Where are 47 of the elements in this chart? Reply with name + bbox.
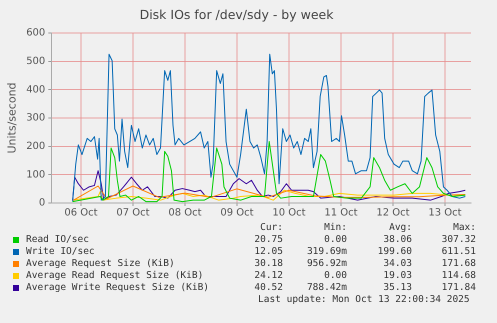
text: 199.60	[378, 246, 412, 257]
text: 0.00	[324, 234, 347, 245]
x-tick-label: 08 Oct	[168, 208, 202, 219]
text: 30.18	[253, 258, 283, 270]
text: 114.68	[442, 270, 476, 281]
text: 40.52	[253, 282, 283, 294]
legend-label: Write IO/sec	[26, 246, 95, 258]
y-tick-label: 200	[26, 140, 46, 152]
y-tick-label: 0	[38, 198, 46, 209]
text: 38.06	[383, 234, 412, 245]
legend-label: Average Write Request Size (KiB)	[26, 282, 210, 294]
x-tick-label: 10 Oct	[272, 208, 306, 219]
text: 35.13	[383, 282, 412, 293]
y-tick-label: 300	[26, 112, 46, 124]
text: 956.92m	[306, 258, 347, 269]
text: 19.03	[383, 270, 412, 281]
legend-label: Average Read Request Size (KiB)	[26, 270, 204, 282]
text: 20.75	[253, 234, 283, 246]
x-tick-label: 11 Oct	[324, 208, 358, 219]
chart-title: Disk IOs for /dev/sdy - by week	[140, 6, 334, 22]
x-tick-label: 07 Oct	[116, 208, 150, 219]
text: 788.42m	[306, 282, 347, 293]
x-tick-label: 09 Oct	[220, 208, 254, 219]
text: Avg:	[389, 222, 412, 233]
y-axis-title: Units/second	[5, 82, 18, 154]
y-tick-label: 600	[26, 28, 46, 39]
text: Min:	[324, 222, 347, 233]
y-tick-label: 100	[26, 169, 46, 180]
y-tick-label: 400	[26, 84, 46, 96]
text: Last update: Mon Oct 13 22:00:34 2025	[258, 294, 470, 306]
legend-label: Read IO/sec	[26, 234, 89, 246]
text: 24.12	[253, 270, 283, 282]
x-tick-label: 12 Oct	[376, 208, 410, 219]
text: 34.03	[383, 258, 412, 269]
text: Cur:	[259, 222, 283, 234]
text: 0.00	[324, 270, 347, 281]
legend-label: Average Request Size (KiB)	[26, 258, 175, 270]
text: 12.05	[253, 246, 283, 258]
x-tick-label: 06 Oct	[64, 208, 98, 219]
text: 307.32	[442, 234, 476, 245]
text: 171.84	[442, 282, 476, 293]
x-tick-label: 13 Oct	[428, 208, 462, 219]
text: Max:	[453, 222, 476, 233]
y-tick-label: 500	[26, 56, 46, 67]
text: 171.68	[442, 258, 476, 269]
text: 611.51	[442, 246, 476, 257]
text: 319.69m	[306, 246, 347, 257]
